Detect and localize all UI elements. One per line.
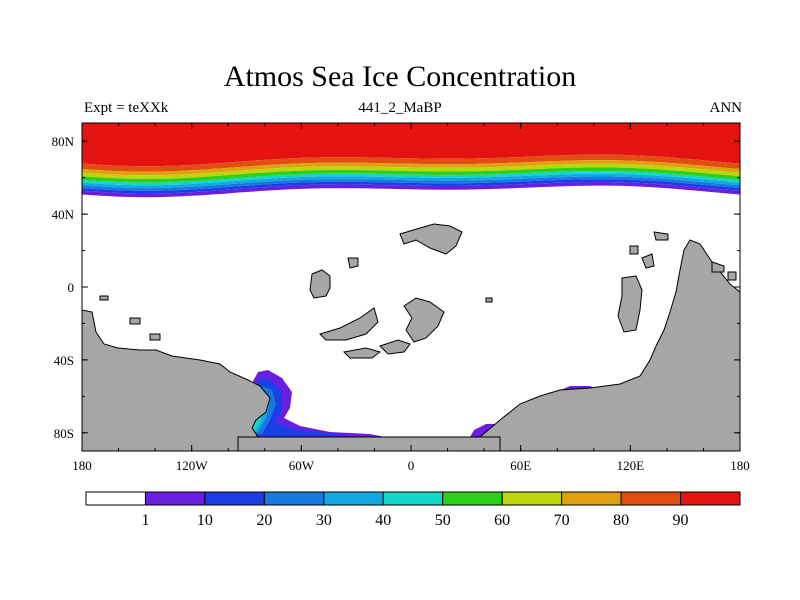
- lat-tick-label: 80N: [52, 134, 75, 149]
- ice-band-6: [82, 173, 740, 189]
- lon-tick-label: 60W: [289, 458, 315, 473]
- ice-band-2: [82, 160, 740, 176]
- ice-band-9: [82, 182, 740, 198]
- island-7: [379, 339, 411, 355]
- island-12: [99, 295, 109, 301]
- island-11: [641, 253, 655, 269]
- colorbar-label: 10: [197, 512, 213, 529]
- colorbar-label: 30: [316, 512, 332, 529]
- colorbar-swatch: [204, 491, 265, 506]
- map-axes: 180 120W 60W 0 60E 120E 180 80N 40N 0 40S 80S: [52, 123, 750, 473]
- island-15: [629, 245, 639, 255]
- island-16: [711, 261, 725, 273]
- colorbar-swatch: [323, 491, 384, 506]
- island-17: [727, 271, 737, 281]
- season-label: ANN: [709, 100, 743, 116]
- colorbar-swatch: [144, 491, 206, 506]
- island-10: [653, 231, 669, 241]
- island-3: [399, 223, 463, 255]
- colorbar-label: 40: [375, 512, 391, 529]
- colorbar-label: 50: [435, 512, 451, 529]
- colorbar-swatch: [501, 491, 563, 506]
- ice-band-7: [82, 176, 740, 191]
- ice-band-5: [82, 171, 740, 186]
- colorbar-swatch: [680, 491, 741, 506]
- island-9: [617, 275, 643, 333]
- land-masses: [82, 223, 740, 451]
- colorbar-swatch: [85, 491, 146, 506]
- lon-tick-label: 120W: [176, 458, 209, 473]
- ice-band-4: [82, 167, 740, 183]
- island-8: [485, 297, 493, 303]
- period-label: 441_2_MaBP: [358, 100, 442, 116]
- experiment-label: Expt = teXXk: [84, 100, 169, 116]
- colorbar-swatch: [442, 491, 503, 506]
- ice-band-1: [82, 154, 740, 172]
- lat-tick-label: 80S: [54, 426, 74, 441]
- colorbar-label: 20: [256, 512, 272, 529]
- map-plot-area: [82, 123, 740, 451]
- plot-title: Atmos Sea Ice Concentration: [223, 60, 577, 93]
- island-14: [149, 333, 161, 341]
- colorbar-label: 70: [554, 512, 570, 529]
- colorbar: 1 10 20 30 40 50 60 70 80 90: [85, 491, 741, 529]
- ice-band-3: [82, 163, 740, 179]
- lon-tick-label: 180: [72, 458, 92, 473]
- ice-band-8: [82, 179, 740, 194]
- arctic-sea-ice: [82, 123, 740, 198]
- colorbar-label: 80: [613, 512, 629, 529]
- lon-tick-label: 120E: [617, 458, 645, 473]
- island-4: [403, 297, 445, 343]
- lat-tick-label: 0: [68, 280, 75, 295]
- colorbar-swatch: [561, 491, 622, 506]
- island-13: [129, 317, 141, 325]
- colorbar-label: 1: [141, 512, 149, 529]
- lon-tick-label: 0: [408, 458, 415, 473]
- island-1: [309, 269, 331, 299]
- southern-landmass: [249, 239, 740, 451]
- colorbar-swatch: [263, 491, 325, 506]
- island-5: [319, 307, 379, 341]
- colorbar-swatch: [382, 491, 444, 506]
- colorbar-label: 60: [494, 512, 510, 529]
- lon-tick-label: 180: [730, 458, 750, 473]
- lon-tick-label: 60E: [510, 458, 531, 473]
- colorbar-label: 90: [673, 512, 689, 529]
- lat-tick-label: 40S: [54, 353, 74, 368]
- southern-shelf: [237, 436, 501, 451]
- island-6: [342, 347, 382, 359]
- lat-tick-label: 40N: [52, 207, 75, 222]
- colorbar-swatch: [620, 491, 682, 506]
- island-2: [347, 257, 359, 269]
- ice-band-0: [82, 123, 740, 167]
